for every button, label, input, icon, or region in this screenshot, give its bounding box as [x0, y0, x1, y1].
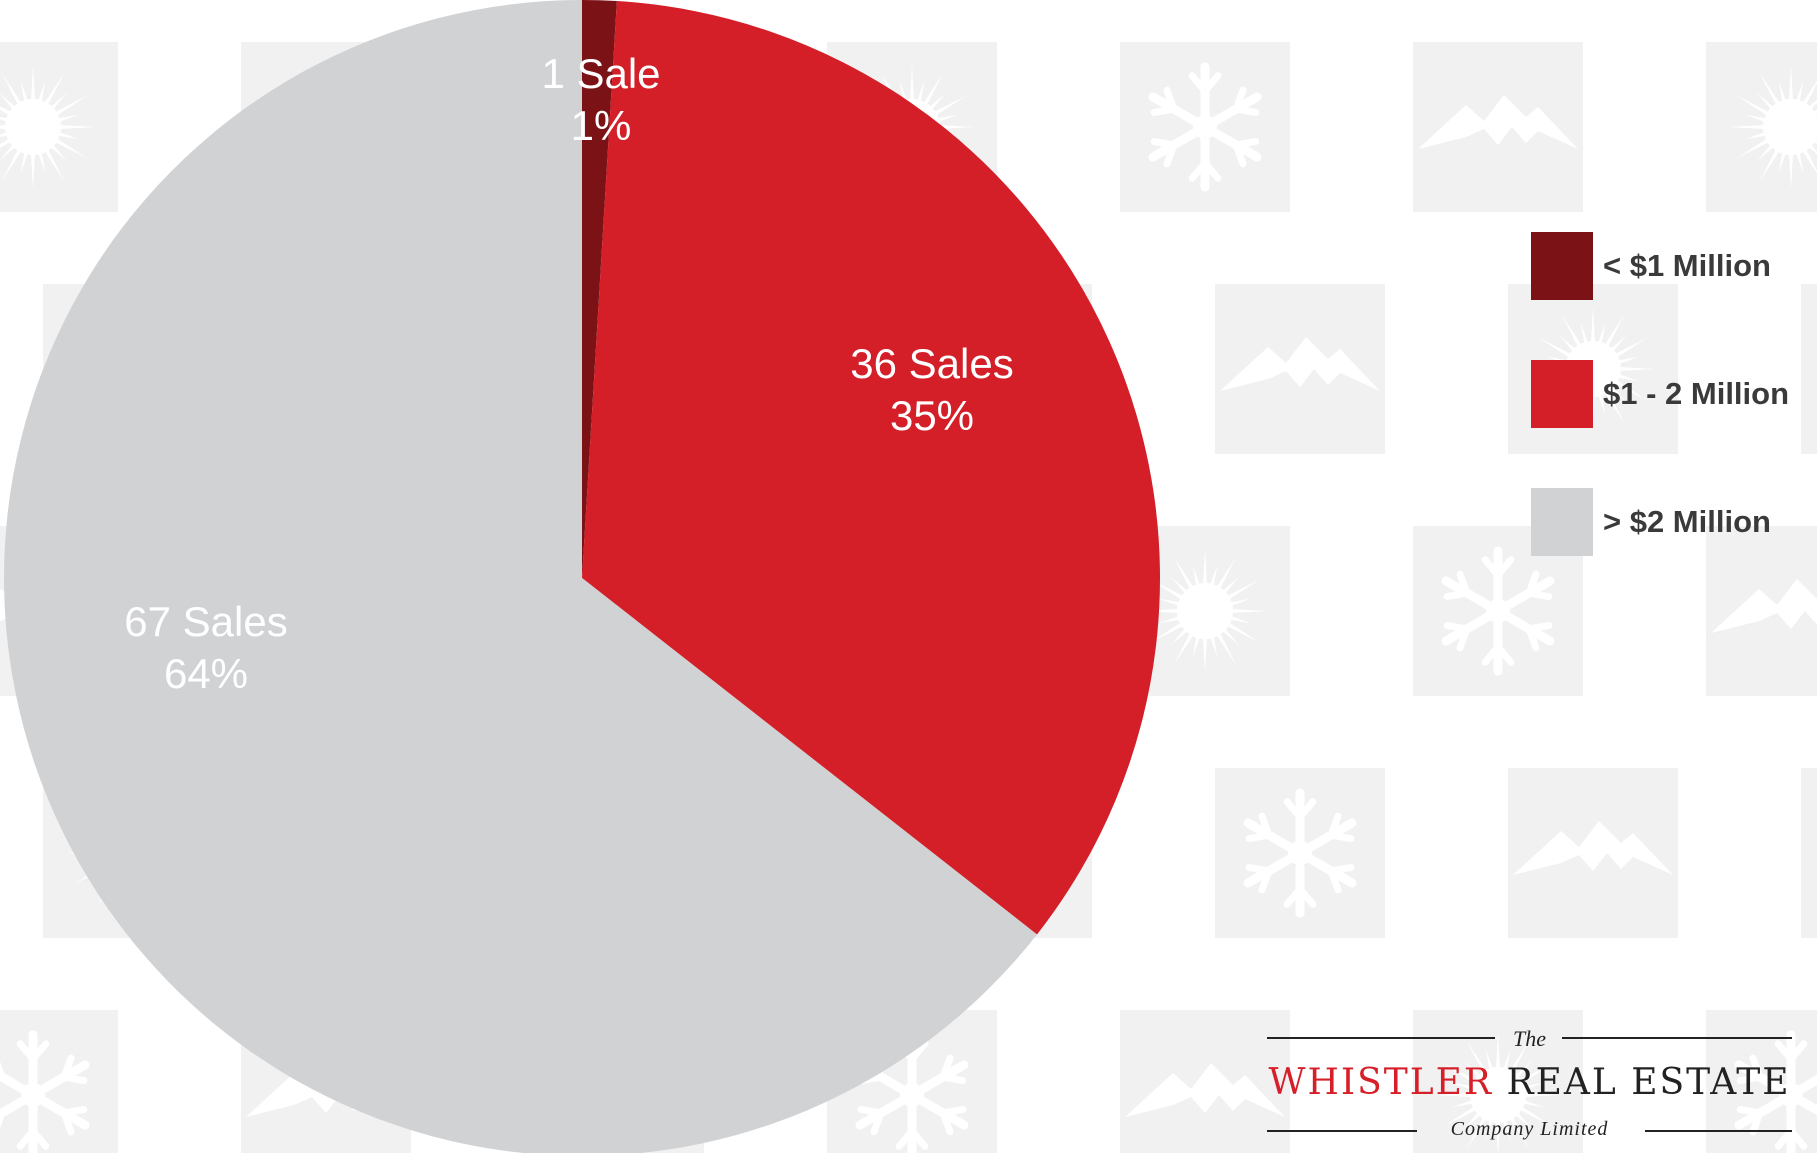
slice-percent-label: 64%: [164, 650, 248, 697]
background-tile: [1413, 42, 1583, 212]
logo-rule: [1645, 1130, 1792, 1132]
background-tile: [1508, 768, 1678, 938]
logo-name-red: WHISTLER: [1268, 1062, 1494, 1103]
legend-item-under-1m: < $1 Million: [1531, 232, 1817, 300]
legend-label: $1 - 2 Million: [1603, 376, 1790, 411]
slice-count-label: 36 Sales: [850, 340, 1013, 387]
mountain-icon: [1125, 1063, 1285, 1117]
legend-swatch: [1531, 232, 1593, 300]
background-tile: [1706, 526, 1817, 696]
pie-slice-under-1m: [582, 0, 617, 578]
slice-count-label: 67 Sales: [124, 598, 287, 645]
legend-item-over-2m: > $2 Million: [1531, 488, 1817, 556]
slice-percent-label: 35%: [890, 392, 974, 439]
logo-name-dark: REAL ESTATE: [1506, 1062, 1791, 1103]
mountain-icon: [1220, 337, 1380, 391]
background-tile: [1801, 284, 1817, 454]
background-tile: [1706, 42, 1817, 212]
logo-rule: [1267, 1037, 1495, 1039]
background-tile: [1413, 1010, 1583, 1153]
legend-swatch: [1531, 360, 1593, 428]
background-tile: [1120, 1010, 1290, 1153]
company-logo: The WHISTLER REAL ESTATE Company Limited: [1262, 1020, 1797, 1145]
snowflake-icon: [1441, 546, 1555, 676]
snowflake-icon: [1734, 1030, 1817, 1153]
background-tile: [1120, 42, 1290, 212]
legend-swatch: [1531, 488, 1593, 556]
logo-rule: [1562, 1037, 1792, 1039]
logo-subtitle: Company Limited: [1450, 1118, 1609, 1140]
mountain-icon: [1513, 821, 1673, 875]
mountain-icon: [1418, 95, 1578, 149]
snowflake-icon: [0, 1030, 90, 1153]
background-tile: [1215, 284, 1385, 454]
sunburst-icon: [1143, 549, 1267, 673]
logo-rule: [1267, 1130, 1417, 1132]
snowflake-icon: [1148, 62, 1262, 192]
sunburst-icon: [0, 65, 95, 189]
background-tile: [1706, 1010, 1817, 1153]
background-tile: [0, 1010, 118, 1153]
sunburst-icon: [1436, 1033, 1560, 1153]
snowflake-icon: [1243, 788, 1357, 918]
sunburst-icon: [1729, 65, 1817, 189]
legend-item-1-2m: $1 - 2 Million: [1531, 360, 1817, 428]
background-tile: [0, 42, 118, 212]
pie-slice-1-2m: [582, 1, 1161, 935]
slice-percent-label: 1%: [571, 102, 632, 149]
legend-label: > $2 Million: [1603, 504, 1771, 539]
logo-the: The: [1513, 1026, 1546, 1051]
legend-label: < $1 Million: [1603, 248, 1771, 283]
background-tile: [1215, 768, 1385, 938]
mountain-icon: [1711, 579, 1817, 633]
background-tile: [1801, 768, 1817, 938]
logo-name: WHISTLER REAL ESTATE: [1262, 1062, 1797, 1103]
slice-count-label: 1 Sale: [541, 50, 660, 97]
background-tile: [1508, 284, 1678, 454]
pie-slice-over-2m: [4, 0, 1037, 1153]
